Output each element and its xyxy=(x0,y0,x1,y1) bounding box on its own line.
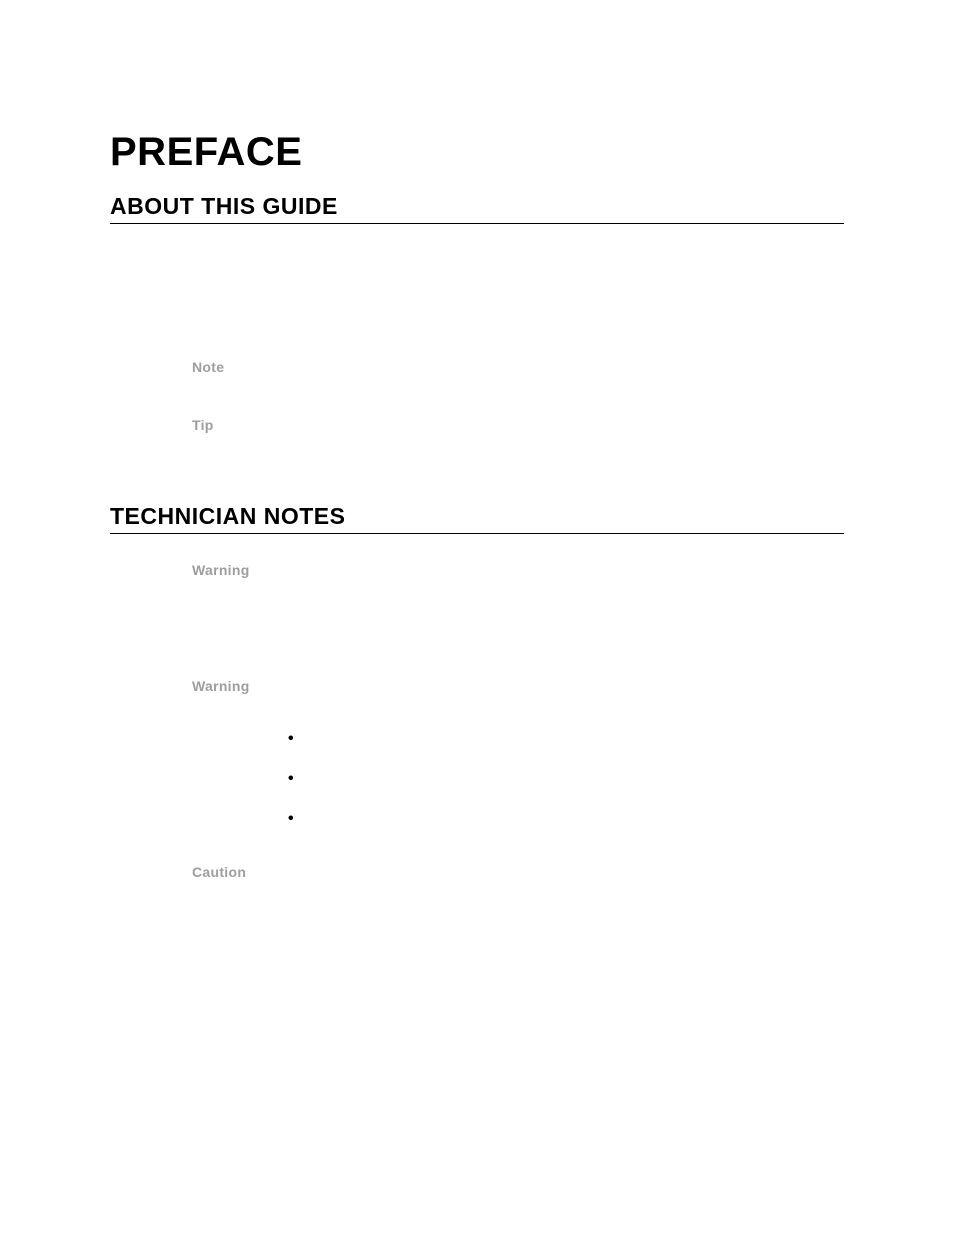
warning-label-1: Warning xyxy=(192,562,844,578)
bullet-item: • xyxy=(288,770,844,788)
bullet-item: • xyxy=(288,730,844,748)
about-guide-body: Note Tip xyxy=(192,359,844,433)
caution-label: Caution xyxy=(192,864,844,880)
bullet-list: • • • xyxy=(288,730,844,828)
preface-title: PREFACE xyxy=(110,130,844,175)
warning-label-2: Warning xyxy=(192,678,844,694)
document-page: PREFACE ABOUT THIS GUIDE Note Tip TECHNI… xyxy=(0,0,954,940)
technician-notes-heading: TECHNICIAN NOTES xyxy=(110,503,844,534)
technician-notes-body: Warning Warning • • • Caution xyxy=(192,562,844,880)
note-label: Note xyxy=(192,359,844,375)
bullet-item: • xyxy=(288,810,844,828)
tip-label: Tip xyxy=(192,417,844,433)
about-guide-heading: ABOUT THIS GUIDE xyxy=(110,193,844,224)
